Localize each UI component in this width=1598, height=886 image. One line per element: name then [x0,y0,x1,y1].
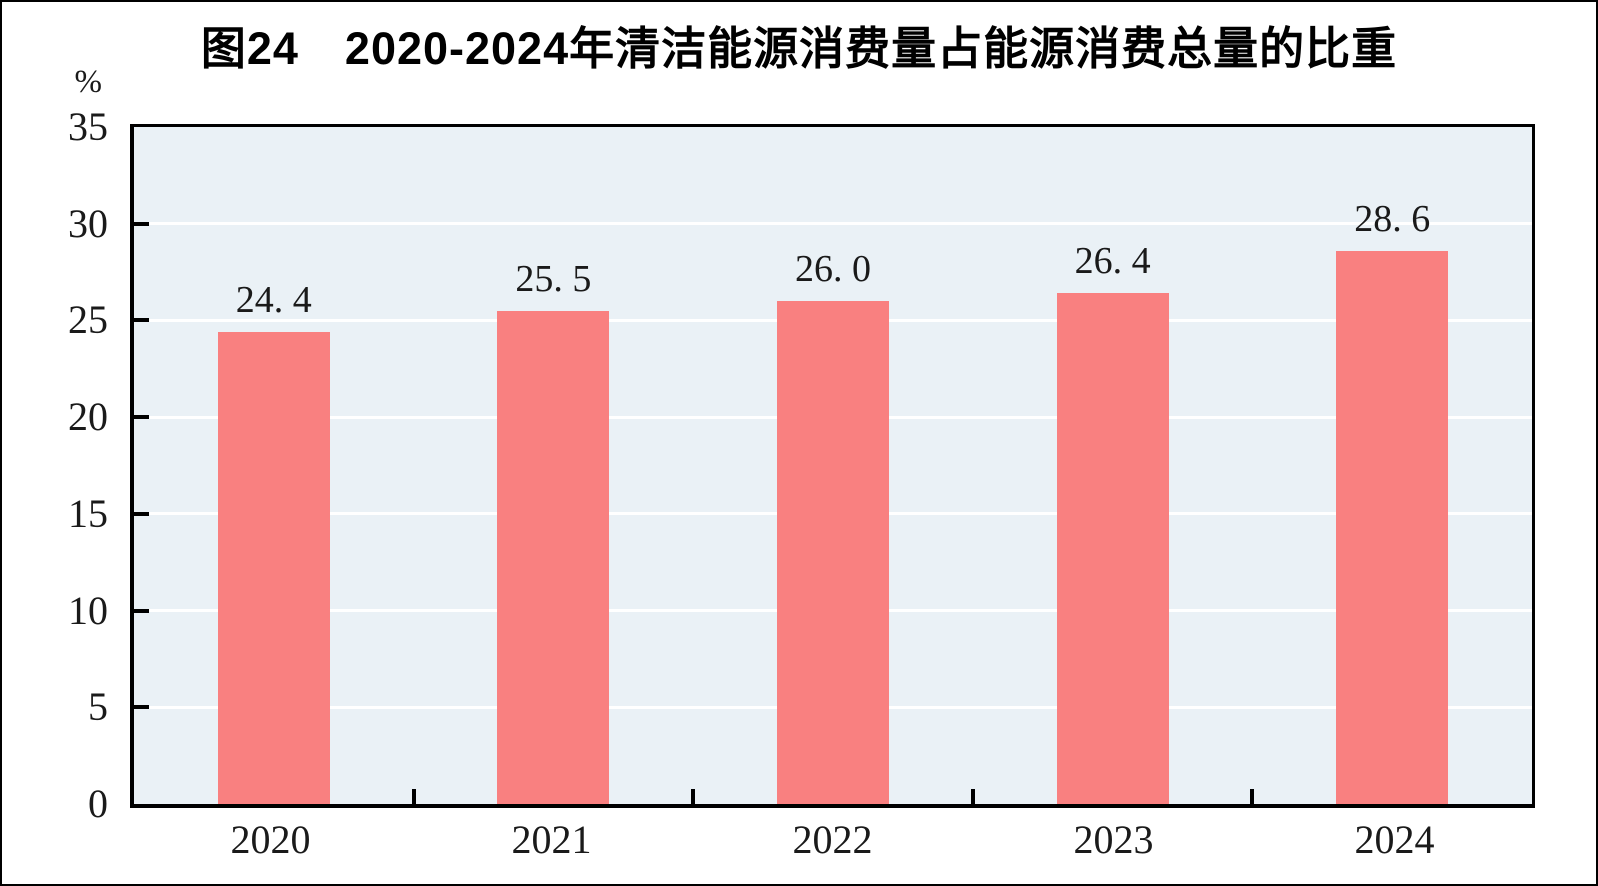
y-axis-tick-mark-10 [134,608,149,613]
y-axis-tick-label-25: 25 [68,297,108,343]
x-axis-category-label-2023: 2023 [1073,817,1154,862]
bar-value-label-2024: 28. 6 [1354,197,1431,240]
x-axis-category-label-2022: 2022 [792,817,873,862]
y-axis-tick-label-30: 30 [68,200,108,246]
plot-area: 24. 4 25. 5 26. 0 26. 4 28. 6 [130,124,1535,808]
bar-value-label-2023: 26. 4 [1074,240,1151,283]
y-axis-tick-label-10: 10 [68,587,108,633]
y-axis-unit-label: % [74,64,103,100]
plot-inner: 24. 4 25. 5 26. 0 26. 4 28. 6 [134,127,1532,804]
chart-title: 图24 2020-2024年清洁能源消费量占能源消费总量的比重 [200,23,1398,74]
bar-2023 [1056,293,1169,804]
y-axis-tick-mark-5 [134,705,149,710]
x-axis-category-label-2020: 2020 [230,817,311,862]
x-axis-tick-mark-2 [691,789,696,804]
bar-2021 [497,310,610,804]
y-axis-tick-mark-30 [134,221,149,226]
y-axis-tick-mark-20 [134,415,149,420]
x-axis-tick-mark-4 [1250,789,1255,804]
bar-2020 [217,332,330,804]
gridline-y-30 [134,222,1532,226]
y-axis-tick-mark-15 [134,511,149,516]
x-axis-category-label-2024: 2024 [1354,817,1435,862]
y-axis-tick-label-5: 5 [88,684,108,730]
x-axis-category-label-2021: 2021 [511,817,592,862]
x-axis-tick-mark-1 [411,789,416,804]
y-axis-tick-label-15: 15 [68,490,108,536]
bar-2024 [1336,250,1449,804]
bar-value-label-2022: 26. 0 [794,248,871,291]
y-axis-tick-label-0: 0 [88,781,108,826]
y-axis-tick-label-35: 35 [68,104,108,149]
bar-value-label-2020: 24. 4 [235,279,312,322]
x-axis-category-labels: 2020 2021 2022 2023 2024 [130,816,1535,863]
bar-value-label-2021: 25. 5 [515,257,592,300]
x-axis-tick-mark-3 [970,789,975,804]
bar-2022 [777,301,889,804]
y-axis-tick-label-20: 20 [68,394,108,440]
y-axis-tick-mark-25 [134,318,149,323]
